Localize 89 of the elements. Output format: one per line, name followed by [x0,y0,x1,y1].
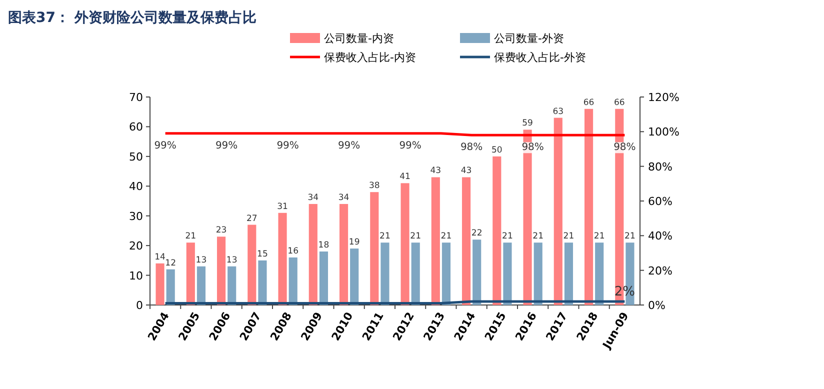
bar [534,242,542,305]
data-label: 63 [552,106,564,117]
bar [216,236,226,305]
data-label: 21 [502,232,513,242]
data-label: 38 [368,181,380,192]
bar [595,242,604,305]
data-label: 99% [399,140,422,152]
data-label: 18 [318,240,330,251]
bar [166,269,175,305]
bar [380,242,390,305]
y-tick-label: 20 [129,240,143,253]
bar [319,252,328,305]
y2-tick-label: 0% [648,299,666,312]
data-label: 50 [491,145,502,156]
bar [288,257,298,305]
data-label: 66 [583,98,594,108]
legend-label: 保费收入占比-内资 [324,51,416,64]
bar [278,212,287,305]
data-label: 43 [460,166,472,176]
data-label: 21 [563,232,574,242]
y-tick-label: 0 [136,299,143,312]
bar [248,224,256,305]
bar [400,183,410,305]
data-label: 59 [522,118,533,129]
data-label: 23 [216,226,227,236]
bar [350,248,359,305]
data-label: 27 [246,214,258,224]
y2-tick-label: 20% [648,264,672,278]
y2-tick-label: 100% [648,126,680,139]
data-label: 21 [440,232,452,242]
data-label: 98% [614,142,636,154]
bar [370,192,379,305]
y2-tick-label: 120% [648,91,680,104]
bar [339,204,348,305]
y-tick-label: 60 [129,120,143,134]
data-label: 12 [165,258,176,268]
bar [442,242,451,305]
data-label: 21 [532,232,544,242]
bar [308,204,318,305]
data-label: 21 [624,232,636,242]
data-label: 41 [400,172,410,182]
data-label: 34 [338,192,350,203]
y2-tick-label: 60% [648,195,672,208]
data-label: 22 [471,228,482,239]
data-label: 66 [614,98,625,108]
bar [228,266,236,305]
data-label: 16 [288,246,299,256]
y-tick-label: 30 [129,210,143,223]
data-label: 99% [215,140,238,152]
data-label: 21 [185,232,196,242]
chart-title: 图表37： 外资财险公司数量及保费占比 [8,10,256,26]
data-label: 13 [226,255,238,266]
data-label: 19 [348,238,360,248]
bar [472,240,482,305]
data-label: 15 [257,249,268,260]
data-label: 99% [154,140,176,152]
y2-tick-label: 80% [648,160,672,174]
legend-label: 公司数量-外资 [494,32,564,45]
data-label: 31 [277,202,288,212]
bar [462,177,471,305]
bar [186,242,195,305]
bar [554,118,562,305]
data-label: 14 [154,252,166,262]
bar [196,266,206,305]
legend-label: 保费收入占比-外资 [494,51,586,64]
data-label: 98% [522,142,544,154]
bar [584,108,594,305]
bar [411,242,420,305]
bar [431,177,440,305]
data-label: 21 [380,232,390,242]
bar [258,260,267,305]
bar [503,242,512,305]
bar [156,263,164,305]
y-tick-label: 50 [129,150,143,164]
legend-label: 公司数量-内资 [324,32,394,45]
data-label: 99% [276,140,299,152]
y-tick-label: 70 [129,91,143,104]
bar [564,242,574,305]
data-label: 13 [196,255,207,266]
data-label: 99% [338,140,360,152]
data-label: 34 [308,192,319,203]
data-label: 21 [410,232,422,242]
y-tick-label: 40 [129,180,143,194]
y2-tick-label: 40% [648,230,672,243]
y-tick-label: 10 [129,269,143,282]
data-label: 43 [430,166,442,176]
data-label: 98% [460,142,483,154]
data-label: 21 [594,232,605,242]
bar [492,156,502,305]
